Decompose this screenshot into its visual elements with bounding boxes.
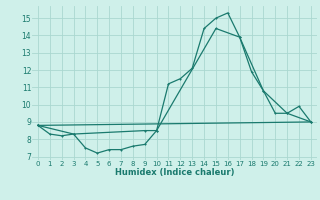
X-axis label: Humidex (Indice chaleur): Humidex (Indice chaleur) [115,168,234,177]
